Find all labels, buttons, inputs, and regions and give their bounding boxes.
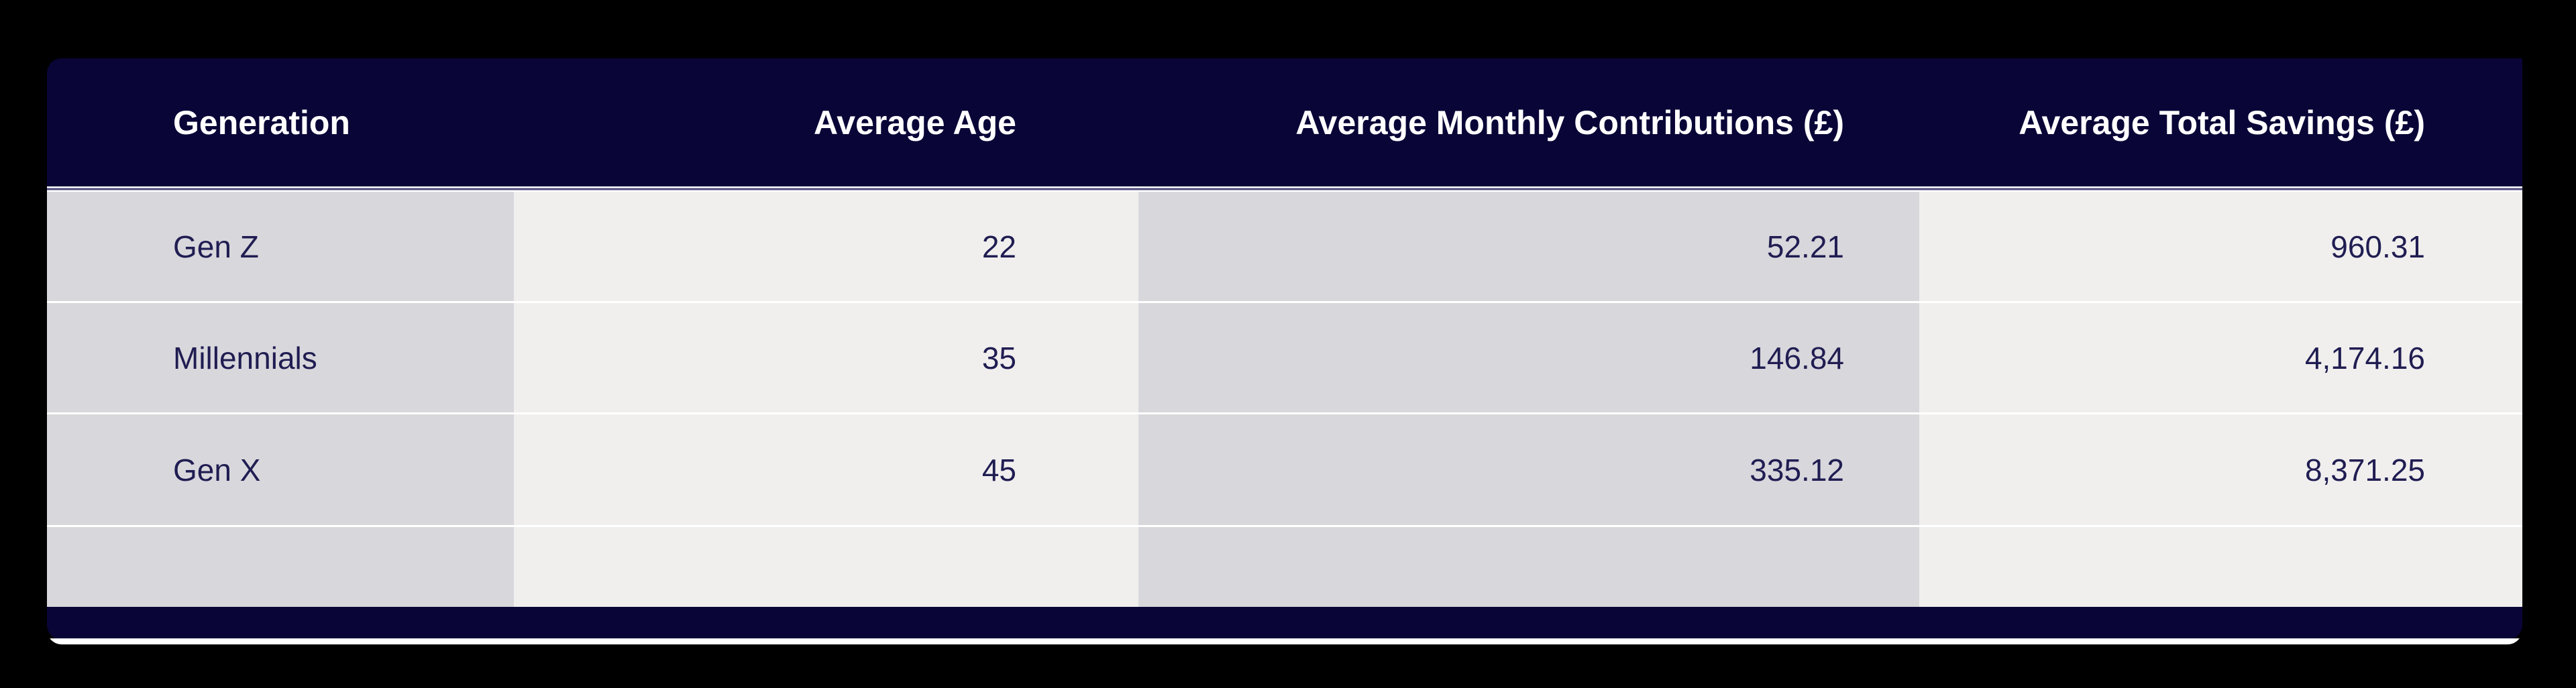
row-separator: [47, 301, 2522, 303]
cell-generation: Gen X: [47, 414, 514, 525]
header-divider: [47, 186, 2522, 192]
column-header-generation: Generation: [173, 103, 350, 141]
cell-monthly-contributions: 146.84: [1138, 303, 1919, 412]
cell-total-savings: 8,371.25: [1919, 414, 2522, 525]
cell-generation: Millennials: [47, 303, 514, 412]
table-row-gen-z: Gen Z 22 52.21 960.31: [47, 192, 2522, 301]
table-row-gen-x: Gen X 45 335.12 8,371.25: [47, 414, 2522, 525]
generation-savings-table: Generation Average Age Average Monthly C…: [47, 58, 2522, 644]
row-separator: [47, 525, 2522, 527]
cell-average-age: 35: [514, 303, 1138, 412]
cell-monthly-contributions: 52.21: [1138, 192, 1919, 301]
cell-average-age: [514, 527, 1138, 607]
cell-generation: Gen Z: [47, 192, 514, 301]
cell-generation: [47, 527, 514, 607]
cell-total-savings: [1919, 527, 2522, 607]
cell-total-savings: 960.31: [1919, 192, 2522, 301]
cell-total-savings: 4,174.16: [1919, 303, 2522, 412]
cell-monthly-contributions: [1138, 527, 1919, 607]
table-row-empty: [47, 527, 2522, 607]
cell-average-age: 22: [514, 192, 1138, 301]
column-header-average-monthly-contributions: Average Monthly Contributions (£): [1295, 103, 1844, 141]
table-header-row: Generation Average Age Average Monthly C…: [47, 58, 2522, 186]
table-row-millennials: Millennials 35 146.84 4,174.16: [47, 303, 2522, 412]
table-footer-bar: [47, 607, 2522, 640]
column-header-average-age: Average Age: [814, 103, 1016, 141]
cell-monthly-contributions: 335.12: [1138, 414, 1919, 525]
row-separator: [47, 412, 2522, 414]
table-bottom-edge-line: [47, 638, 2522, 644]
cell-average-age: 45: [514, 414, 1138, 525]
column-header-average-total-savings: Average Total Savings (£): [2019, 103, 2425, 141]
